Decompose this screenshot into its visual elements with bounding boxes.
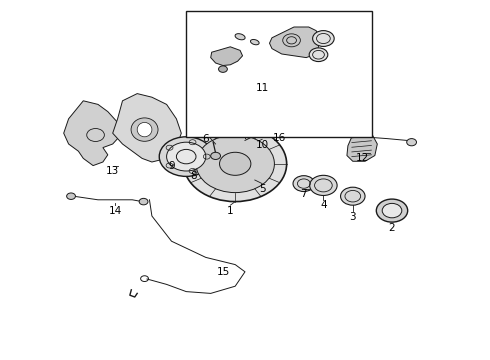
- Text: 6: 6: [202, 134, 209, 144]
- Ellipse shape: [137, 122, 152, 137]
- Circle shape: [407, 139, 416, 146]
- Text: 12: 12: [356, 153, 369, 163]
- Circle shape: [139, 198, 148, 205]
- Text: 14: 14: [108, 206, 122, 216]
- Text: 9: 9: [168, 161, 175, 171]
- Text: 3: 3: [349, 212, 356, 222]
- Ellipse shape: [131, 118, 158, 141]
- Circle shape: [313, 31, 334, 46]
- Text: 10: 10: [256, 140, 269, 150]
- Polygon shape: [64, 101, 122, 166]
- Circle shape: [341, 187, 365, 205]
- Polygon shape: [347, 132, 377, 161]
- Text: 1: 1: [227, 206, 234, 216]
- Ellipse shape: [235, 33, 245, 40]
- Text: 8: 8: [190, 171, 197, 181]
- Circle shape: [196, 135, 274, 193]
- Bar: [186, 11, 372, 137]
- Circle shape: [310, 175, 337, 195]
- Circle shape: [220, 152, 251, 175]
- Polygon shape: [113, 94, 181, 162]
- Text: 5: 5: [259, 184, 266, 194]
- Polygon shape: [211, 47, 243, 66]
- Circle shape: [167, 142, 206, 171]
- Circle shape: [293, 176, 315, 192]
- Circle shape: [159, 137, 213, 176]
- Text: 13: 13: [106, 166, 120, 176]
- Text: 4: 4: [320, 200, 327, 210]
- Circle shape: [184, 126, 287, 202]
- Ellipse shape: [250, 40, 259, 45]
- Text: 16: 16: [272, 132, 286, 143]
- Polygon shape: [270, 27, 321, 58]
- Circle shape: [309, 48, 328, 62]
- Circle shape: [211, 152, 220, 159]
- Circle shape: [376, 199, 408, 222]
- Text: 15: 15: [216, 267, 230, 277]
- Text: 11: 11: [255, 83, 269, 93]
- Circle shape: [219, 66, 227, 72]
- Text: 2: 2: [389, 222, 395, 233]
- Circle shape: [67, 193, 75, 199]
- Text: 7: 7: [300, 189, 307, 199]
- Circle shape: [382, 203, 402, 218]
